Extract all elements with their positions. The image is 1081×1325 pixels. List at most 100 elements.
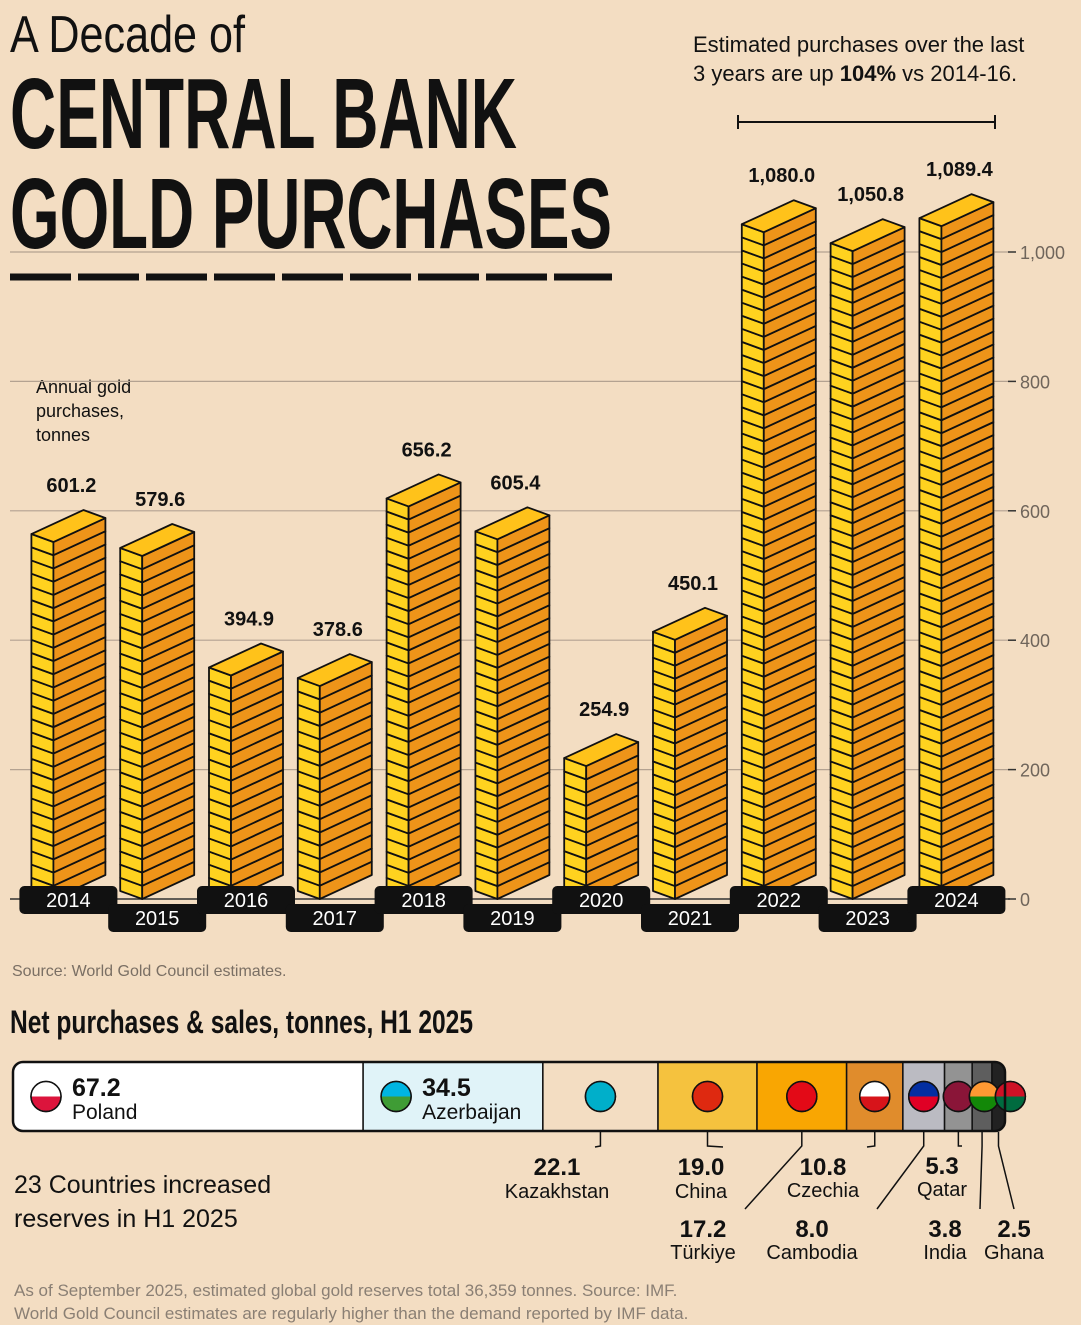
- ingot-top: [563, 733, 640, 767]
- footnote: As of September 2025, estimated global g…: [14, 1281, 677, 1300]
- flag-half: [995, 1081, 1026, 1097]
- value-label: 1,050.8: [837, 184, 904, 206]
- legend-label: Cambodia: [766, 1242, 858, 1264]
- flag-rim: [786, 1080, 818, 1113]
- y-axis-label: tonnes: [36, 425, 90, 445]
- annotation-part: vs 2014-16.: [896, 61, 1017, 86]
- gold-stack: [652, 606, 728, 900]
- flag-half: [969, 1081, 1000, 1097]
- legend-label: Ghana: [984, 1242, 1045, 1264]
- annotation-part: 3 years are up: [693, 61, 840, 86]
- note: 23 Countries increased: [14, 1171, 271, 1199]
- year-pill: [552, 886, 651, 914]
- y-tick-label: 200: [1020, 761, 1050, 781]
- flag-half: [943, 1081, 974, 1097]
- value-label: 17.2: [680, 1216, 727, 1243]
- year-pill: [197, 886, 295, 914]
- x-tick-label: 2022: [757, 890, 802, 912]
- value-label: 2.5: [997, 1216, 1030, 1243]
- legend-label: India: [923, 1242, 967, 1264]
- leader-line: [979, 1132, 983, 1210]
- x-tick-label: 2017: [313, 908, 358, 930]
- annotation: Estimated purchases over the last: [693, 32, 1024, 57]
- flag-rim: [858, 1080, 891, 1113]
- leader-line: [744, 1132, 803, 1210]
- year-pill: [907, 886, 1006, 914]
- value-label: 19.0: [678, 1154, 725, 1181]
- value-label: 22.1: [534, 1154, 581, 1181]
- flag: [691, 1080, 724, 1113]
- segment: [13, 1062, 364, 1131]
- gold-stack: [829, 218, 906, 900]
- title: GOLD PURCHASES: [10, 158, 612, 270]
- y-axis-label: purchases,: [36, 401, 124, 421]
- flag: [858, 1080, 891, 1113]
- legend-label: Türkiye: [670, 1242, 736, 1264]
- leader-line: [876, 1132, 925, 1210]
- year-pill: [374, 886, 473, 914]
- ingot-top: [119, 523, 196, 557]
- y-axis-label: Annual gold: [36, 377, 131, 397]
- x-tick-label: 2020: [579, 890, 624, 912]
- value-label: 450.1: [668, 573, 718, 595]
- section-title: Net purchases & sales, tonnes, H1 2025: [10, 1004, 473, 1040]
- flag-half: [908, 1081, 939, 1097]
- leader-line: [997, 1132, 1015, 1210]
- legend-label: Kazakhstan: [505, 1181, 610, 1203]
- year-pill: [729, 886, 828, 914]
- gold-stack: [208, 642, 284, 900]
- flag-half: [585, 1081, 616, 1097]
- value-label: 5.3: [925, 1153, 958, 1180]
- flag: [30, 1080, 62, 1113]
- leader-line: [594, 1132, 602, 1148]
- year-pill: [641, 904, 739, 932]
- x-tick-label: 2018: [401, 890, 446, 912]
- y-tick-label: 0: [1020, 890, 1030, 910]
- ingot-top: [652, 606, 728, 641]
- value-label: 10.8: [800, 1154, 847, 1181]
- bar-outline: [11, 1060, 1007, 1133]
- flag: [907, 1080, 940, 1113]
- flag: [380, 1080, 412, 1113]
- gold-stack: [740, 199, 817, 900]
- gold-stack: [30, 509, 107, 900]
- bars: 601.2 2014 579.6 2015 394.9 2016 378.6 2017 656.…: [19, 159, 1006, 932]
- ingot-top: [208, 642, 284, 677]
- flag: [786, 1080, 818, 1113]
- leader-line: [706, 1132, 724, 1148]
- value-label: 605.4: [490, 472, 541, 494]
- value-label: 67.2: [72, 1074, 121, 1102]
- year-pill: [285, 904, 384, 932]
- value-label: 378.6: [313, 619, 363, 641]
- ingot-top: [296, 653, 373, 687]
- ingot-top: [474, 506, 551, 541]
- flag-rim: [30, 1080, 62, 1113]
- ingot-top: [918, 193, 995, 228]
- x-tick-label: 2015: [135, 908, 180, 930]
- legend-label: Czechia: [787, 1180, 860, 1202]
- flag: [942, 1080, 975, 1113]
- y-tick-label: 800: [1020, 372, 1050, 392]
- x-tick-label: 2021: [668, 908, 713, 930]
- annotation-highlight: 104%: [840, 61, 896, 86]
- year-pill: [463, 904, 562, 932]
- flag-rim: [584, 1080, 617, 1113]
- leader-line: [957, 1132, 962, 1147]
- value-label: 3.8: [928, 1216, 961, 1243]
- footnote: World Gold Council estimates are regular…: [14, 1304, 688, 1323]
- year-pill: [19, 886, 118, 914]
- legend-label: Poland: [72, 1101, 137, 1124]
- ingot-top: [385, 473, 462, 508]
- value-label: 254.9: [579, 699, 629, 721]
- gold-stack: [563, 733, 640, 900]
- value-label: 34.5: [422, 1074, 471, 1102]
- ingot-top: [829, 218, 906, 253]
- flag-rim: [380, 1080, 412, 1113]
- title: CENTRAL BANK: [10, 58, 517, 170]
- x-tick-label: 2016: [224, 890, 269, 912]
- source: Source: World Gold Council estimates.: [12, 963, 286, 980]
- legend-label: Qatar: [917, 1179, 967, 1201]
